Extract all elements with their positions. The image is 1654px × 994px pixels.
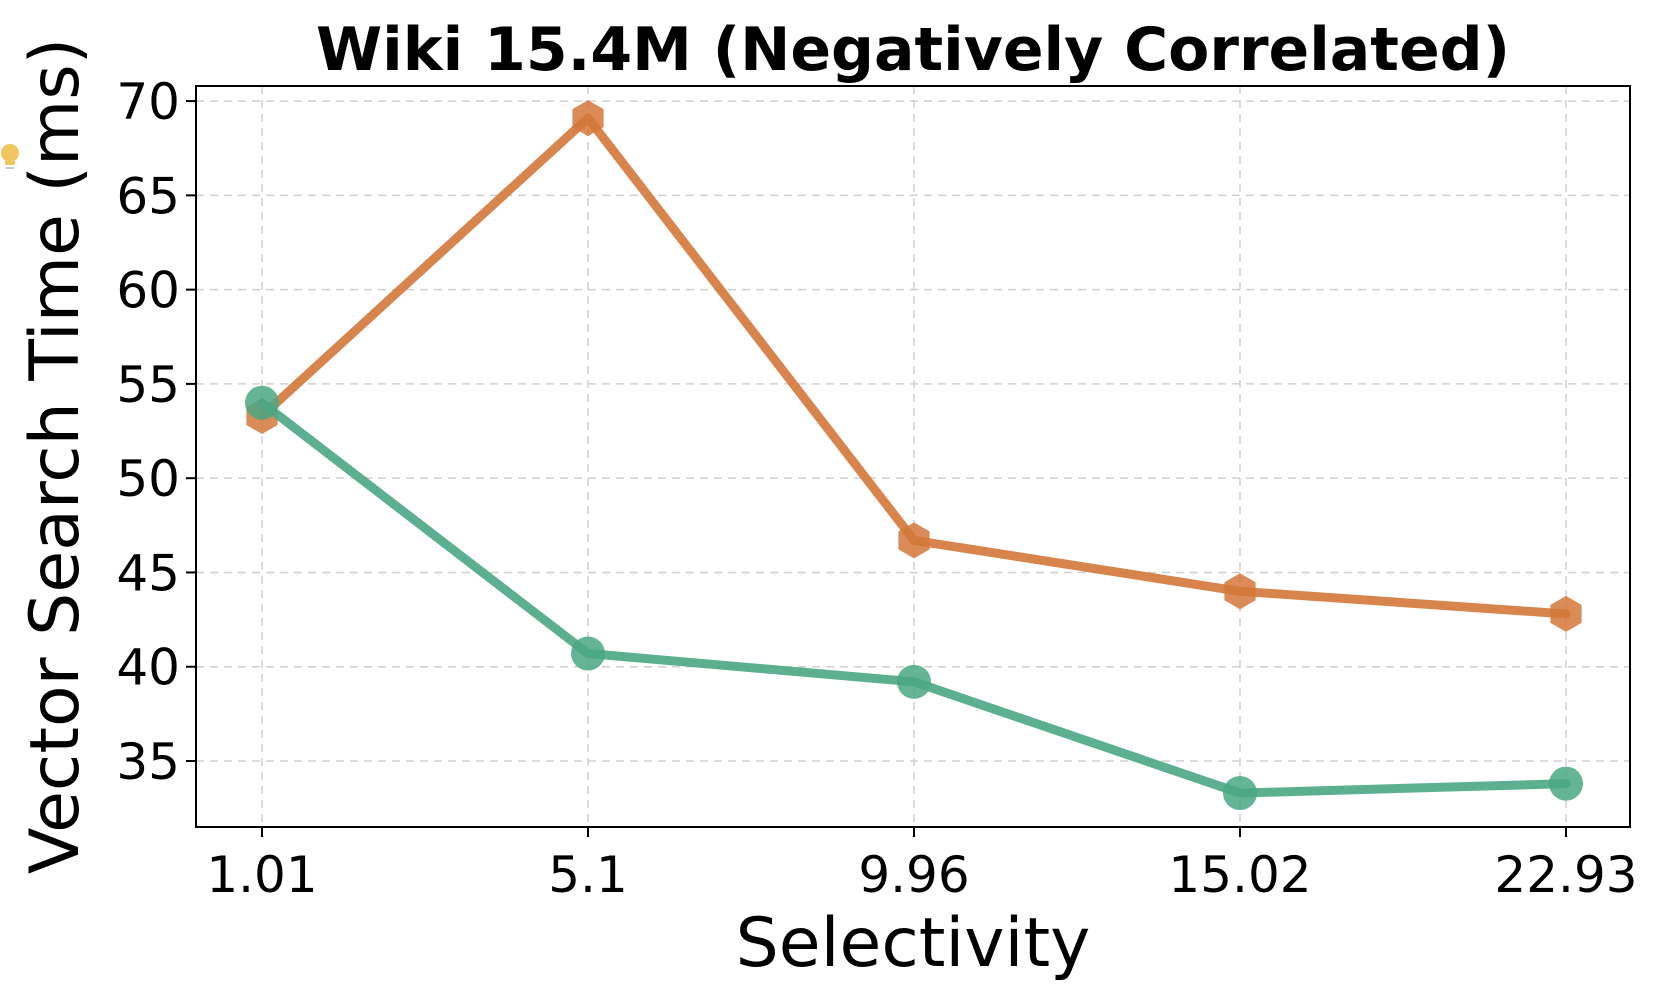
y-tick-label: 40 xyxy=(116,639,180,697)
grid xyxy=(196,86,1630,827)
series-2 xyxy=(245,385,1583,811)
chart-title: Wiki 15.4M (Negatively Correlated) xyxy=(316,15,1510,85)
y-tick-label: 65 xyxy=(116,167,180,225)
y-tick-label: 35 xyxy=(116,733,180,791)
x-tick-label: 22.93 xyxy=(1494,846,1637,904)
y-axis-label: Vector Search Time (ms) xyxy=(16,38,95,874)
y-tick-label: 70 xyxy=(116,73,180,131)
data-point xyxy=(572,100,604,137)
x-axis-label: Selectivity xyxy=(736,904,1091,983)
x-tick-label: 9.96 xyxy=(858,846,969,904)
data-point xyxy=(1223,776,1257,811)
y-tick-label: 60 xyxy=(116,262,180,320)
data-point xyxy=(897,664,931,699)
data-point xyxy=(245,385,279,420)
lightbulb-icon xyxy=(1,144,19,169)
data-point xyxy=(571,636,605,671)
data-point xyxy=(1549,766,1583,801)
y-tick-label: 50 xyxy=(116,450,180,508)
series-layer xyxy=(245,100,1583,811)
x-tick-label: 15.02 xyxy=(1168,846,1311,904)
y-tick-label: 45 xyxy=(116,544,180,602)
ticks: 1.01 5.1 9.96 15.02 22.93 35 40 45 50 55 60 65 70 xyxy=(116,73,1637,904)
data-point xyxy=(1224,573,1256,610)
data-point xyxy=(1550,595,1582,632)
plot-frame xyxy=(195,85,1631,828)
x-tick-label: 5.1 xyxy=(548,846,628,904)
y-tick-label: 55 xyxy=(116,356,180,414)
data-point xyxy=(898,522,930,559)
x-tick-label: 1.01 xyxy=(206,846,317,904)
